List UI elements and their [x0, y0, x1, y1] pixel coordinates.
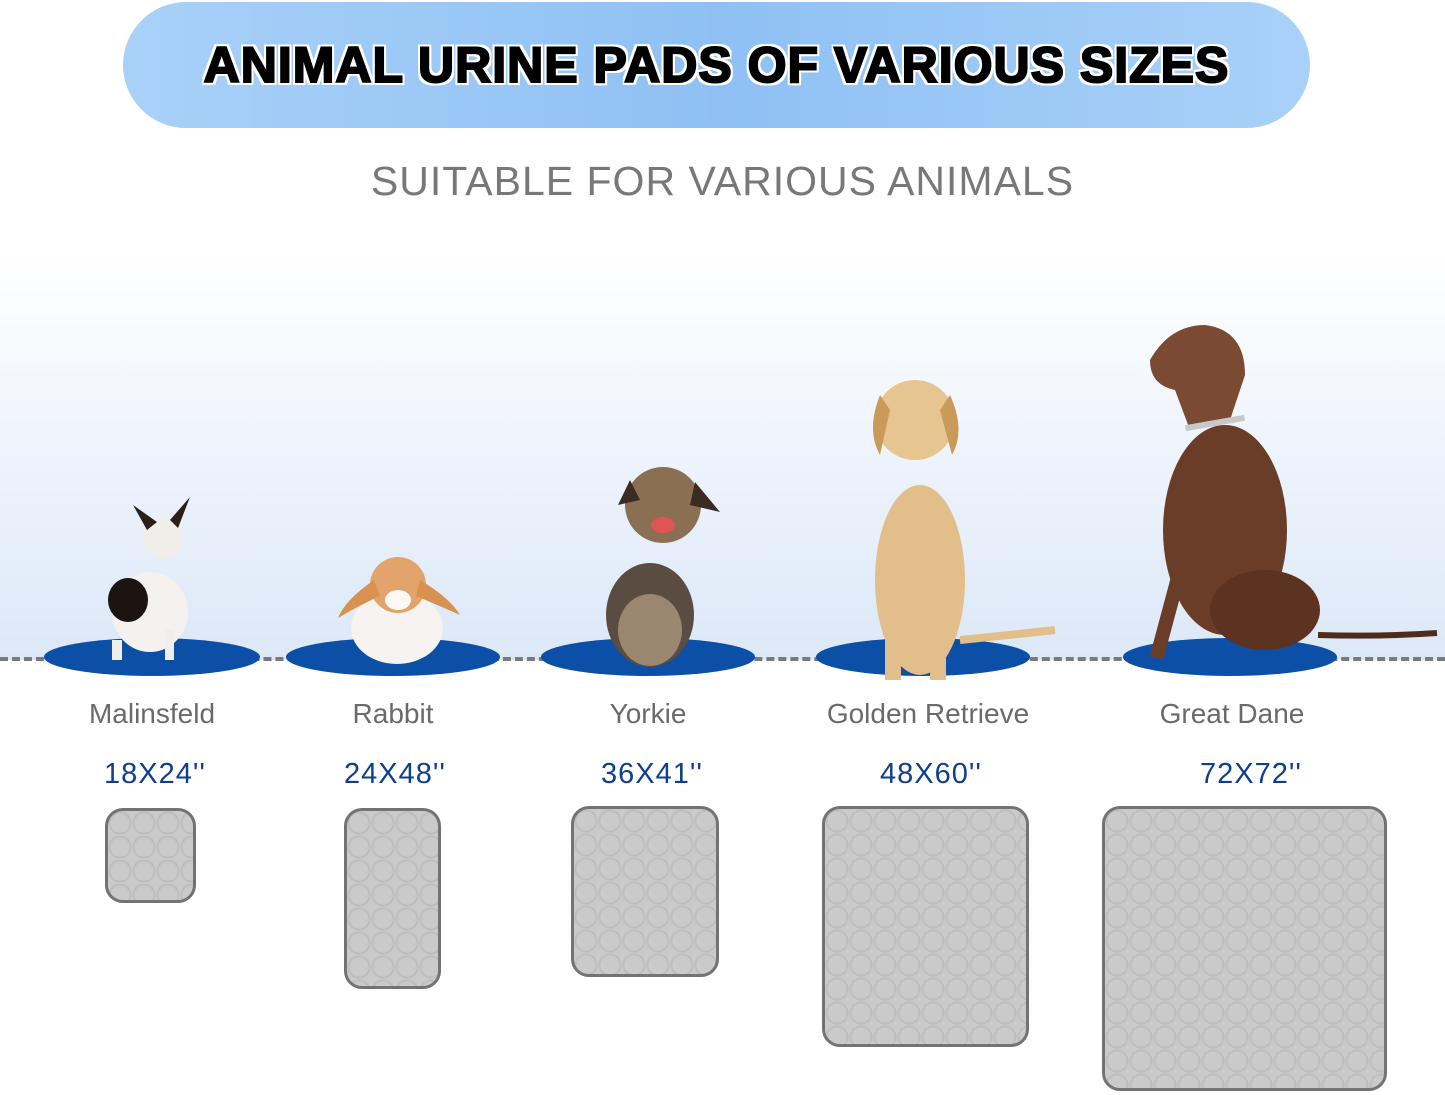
title-banner: ANIMAL URINE PADS OF VARIOUS SIZES: [123, 2, 1310, 128]
animal-scene: [44, 325, 1438, 680]
pad-72x72: [1102, 806, 1387, 1091]
great-dane-image: [1149, 325, 1438, 660]
size-label-72x72: 72X72'': [1200, 758, 1302, 790]
rabbit-image: [338, 557, 460, 664]
size-label-18x24: 18X24'': [104, 758, 206, 790]
page-title: ANIMAL URINE PADS OF VARIOUS SIZES: [203, 36, 1230, 94]
pad-24x48: [344, 808, 441, 989]
pad-18x24: [105, 808, 196, 903]
mat-malinsfeld: [44, 638, 260, 676]
pad-36x41: [571, 806, 719, 977]
subtitle: SUITABLE FOR VARIOUS ANIMALS: [370, 158, 1075, 204]
golden-retriever-image: [873, 380, 1056, 680]
animal-label-yorkie: Yorkie: [609, 698, 687, 729]
size-label-36x41: 36X41'': [601, 758, 703, 790]
size-label-24x48: 24X48'': [344, 758, 446, 790]
animal-label-golden-retrieve: Golden Retrieve: [826, 698, 1030, 729]
animal-label-malinsfeld: Malinsfeld: [88, 698, 216, 729]
pad-48x60: [822, 806, 1029, 1047]
animal-label-rabbit: Rabbit: [352, 698, 434, 729]
chihuahua-image: [108, 497, 190, 660]
animal-label-great-dane: Great Dane: [1159, 698, 1305, 729]
size-label-48x60: 48X60'': [880, 758, 982, 790]
yorkie-image: [606, 467, 720, 667]
